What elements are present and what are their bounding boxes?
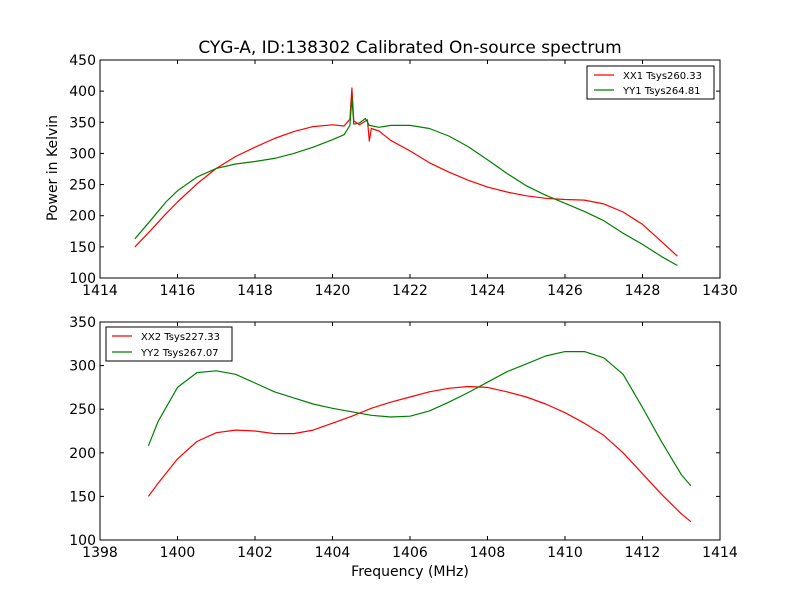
top-x-tick-label: 1430 [702,283,738,299]
bottom-x-tick-label: 1398 [82,545,118,561]
bottom-x-tick-label: 1400 [160,545,196,561]
top-y-tick-label: 400 [69,84,96,100]
top-x-tick-label: 1424 [470,283,506,299]
bottom-legend-label-yy2: YY2 Tsys267.07 [140,348,219,359]
bottom-series-line-2 [147,351,692,487]
bottom-x-tick-label: 1414 [702,545,738,561]
top-y-tick-label: 100 [69,271,96,287]
top-x-tick-label: 1420 [315,283,351,299]
top-legend-label-xx1: XX1 Tsys260.33 [623,71,702,82]
top-y-tick-label: 150 [69,240,96,256]
bottom-series-lines [147,351,692,523]
bottom-y-tick-label: 150 [69,489,96,505]
top-y-tick-label: 250 [69,178,96,194]
top-x-tick-label: 1426 [547,283,583,299]
top-x-tick-label: 1422 [392,283,428,299]
bottom-x-tick-label: 1404 [315,545,351,561]
bottom-y-tick-label: 250 [69,402,96,418]
top-x-tick-label: 1416 [160,283,196,299]
top-x-tick-label: 1418 [237,283,273,299]
top-y-tick-label: 350 [69,115,96,131]
bottom-y-tick-label: 200 [69,446,96,462]
bottom-x-tick-label: 1410 [547,545,583,561]
top-legend-box [586,65,715,100]
bottom-legend: XX2 Tsys227.33 YY2 Tsys267.07 [105,326,233,362]
bottom-x-tick-label: 1402 [237,545,273,561]
top-y-tick-label: 200 [69,209,96,225]
top-legend-label-yy1: YY1 Tsys264.81 [622,86,701,97]
bottom-subplot: Frequency (MHz) 1398 1400 1402 1404 1406 1408… [69,315,738,580]
top-series-line-2 [134,96,678,267]
top-y-tick-label: 300 [69,146,96,162]
top-axis-ticks: 1414 1416 1418 1420 1422 1424 1426 1428 1430 100 1… [69,53,738,299]
top-series-line-1 [134,87,678,257]
top-x-tick-label: 1414 [82,283,118,299]
bottom-y-tick-label: 100 [69,533,96,549]
bottom-legend-label-xx2: XX2 Tsys227.33 [141,332,220,343]
top-y-axis-label: Power in Kelvin [45,115,61,221]
top-y-tick-label: 450 [69,53,96,69]
top-chart-title: CYG-A, ID:138302 Calibrated On-source sp… [198,38,621,58]
bottom-x-tick-label: 1408 [470,545,506,561]
bottom-legend-box [105,326,233,362]
top-legend: XX1 Tsys260.33 YY1 Tsys264.81 [586,65,715,100]
bottom-x-tick-label: 1412 [625,545,661,561]
bottom-x-tick-label: 1406 [392,545,428,561]
bottom-y-tick-label: 300 [69,359,96,375]
bottom-y-tick-label: 350 [69,315,96,331]
top-subplot: CYG-A, ID:138302 Calibrated On-source sp… [45,38,738,299]
bottom-series-line-1 [147,385,692,523]
top-series-lines [134,87,678,267]
bottom-axis-ticks: 1398 1400 1402 1404 1406 1408 1410 1412 1414 100 1… [69,315,738,561]
bottom-x-axis-label: Frequency (MHz) [351,564,469,580]
top-x-tick-label: 1428 [625,283,661,299]
